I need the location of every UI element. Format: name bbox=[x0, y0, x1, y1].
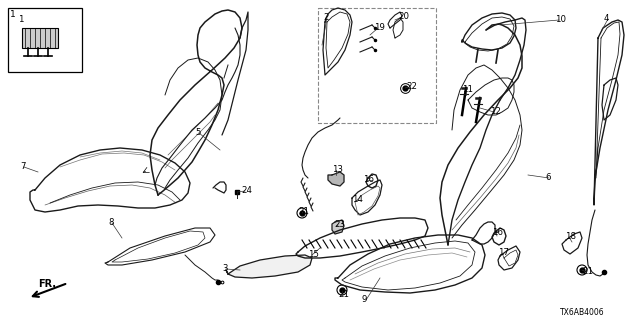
Text: 9: 9 bbox=[362, 295, 367, 304]
Text: 1: 1 bbox=[10, 10, 16, 19]
Text: 20: 20 bbox=[398, 12, 409, 21]
Text: 5: 5 bbox=[195, 128, 200, 137]
Text: 23: 23 bbox=[334, 220, 345, 229]
Polygon shape bbox=[226, 255, 312, 278]
Text: 21: 21 bbox=[582, 267, 593, 276]
Text: 16: 16 bbox=[492, 228, 503, 237]
Text: 7: 7 bbox=[20, 162, 26, 171]
Text: 18: 18 bbox=[565, 232, 576, 241]
Text: 16: 16 bbox=[363, 175, 374, 184]
Text: 22: 22 bbox=[406, 82, 417, 91]
Text: 3: 3 bbox=[222, 264, 227, 273]
Text: 21: 21 bbox=[298, 207, 309, 216]
Text: 21: 21 bbox=[338, 290, 349, 299]
Text: 1: 1 bbox=[18, 15, 24, 24]
Text: 12: 12 bbox=[490, 107, 501, 116]
Text: 19: 19 bbox=[374, 23, 385, 32]
Text: 17: 17 bbox=[498, 248, 509, 257]
Text: 10: 10 bbox=[555, 15, 566, 24]
Text: 8: 8 bbox=[108, 218, 113, 227]
Text: 14: 14 bbox=[352, 195, 363, 204]
Text: 15: 15 bbox=[308, 250, 319, 259]
Text: 4: 4 bbox=[604, 14, 609, 23]
Bar bbox=[8, 8, 82, 72]
Text: FR.: FR. bbox=[38, 279, 56, 289]
Text: 6: 6 bbox=[545, 173, 550, 182]
Text: 24: 24 bbox=[241, 186, 252, 195]
Text: 13: 13 bbox=[332, 165, 343, 174]
Bar bbox=[318, 8, 436, 123]
Bar bbox=[22, 28, 58, 48]
Polygon shape bbox=[328, 172, 344, 186]
Text: 11: 11 bbox=[462, 85, 473, 94]
Text: 2: 2 bbox=[323, 13, 328, 22]
Text: TX6AB4006: TX6AB4006 bbox=[560, 308, 605, 317]
Polygon shape bbox=[332, 220, 344, 234]
